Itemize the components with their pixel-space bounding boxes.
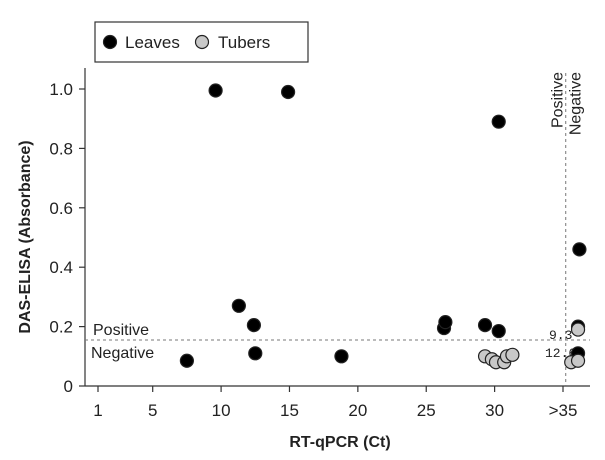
leaves-point <box>248 346 263 361</box>
y-tick-label: 0.8 <box>49 139 73 158</box>
vertical-positive-label: Positive <box>550 72 567 128</box>
y-tick-label: 0 <box>64 377 73 396</box>
leaves-point <box>179 353 194 368</box>
x-tick-label: 25 <box>417 401 436 420</box>
leaves-point <box>491 323 506 339</box>
series-leaves <box>179 83 587 368</box>
horizontal-negative-label: Negative <box>91 345 154 362</box>
tubers-point <box>570 353 586 368</box>
y-tick-label: 0.4 <box>49 258 73 277</box>
legend-label-tubers: Tubers <box>218 33 270 52</box>
leaves-point <box>491 114 506 129</box>
x-tick-label: 30 <box>485 401 504 420</box>
legend: Leaves Tubers <box>94 21 309 63</box>
legend-marker-tubers <box>194 34 210 50</box>
y-axis-title: DAS-ELISA (Absorbance) <box>17 140 34 333</box>
series-tubers <box>477 322 586 370</box>
y-tick-label: 1.0 <box>49 80 73 99</box>
x-tick-label: 1 <box>93 401 102 420</box>
tubers-point <box>570 322 586 337</box>
x-tick-label: 5 <box>148 401 157 420</box>
vertical-negative-label: Negative <box>568 72 585 135</box>
y-tick-label: 0.6 <box>49 199 73 218</box>
y-tick-label: 0.2 <box>49 318 73 337</box>
x-axis-title: RT-qPCR (Ct) <box>289 434 390 451</box>
leaves-point <box>334 349 349 364</box>
annotation-text: 9.3 <box>549 328 572 343</box>
leaves-point <box>281 84 296 100</box>
leaves-point <box>477 318 493 333</box>
legend-label-leaves: Leaves <box>125 33 180 52</box>
leaves-point <box>208 83 223 98</box>
x-tick-label: >35 <box>549 401 578 420</box>
x-tick-label: 10 <box>212 401 231 420</box>
leaves-point <box>438 315 453 330</box>
leaves-point <box>572 242 587 257</box>
x-tick-label: 15 <box>280 401 299 420</box>
legend-marker-leaves <box>102 34 118 50</box>
x-tick-label: 20 <box>348 401 367 420</box>
leaves-point <box>246 318 262 333</box>
horizontal-positive-label: Positive <box>93 322 149 339</box>
leaves-point <box>231 298 246 313</box>
tubers-point <box>505 347 520 362</box>
